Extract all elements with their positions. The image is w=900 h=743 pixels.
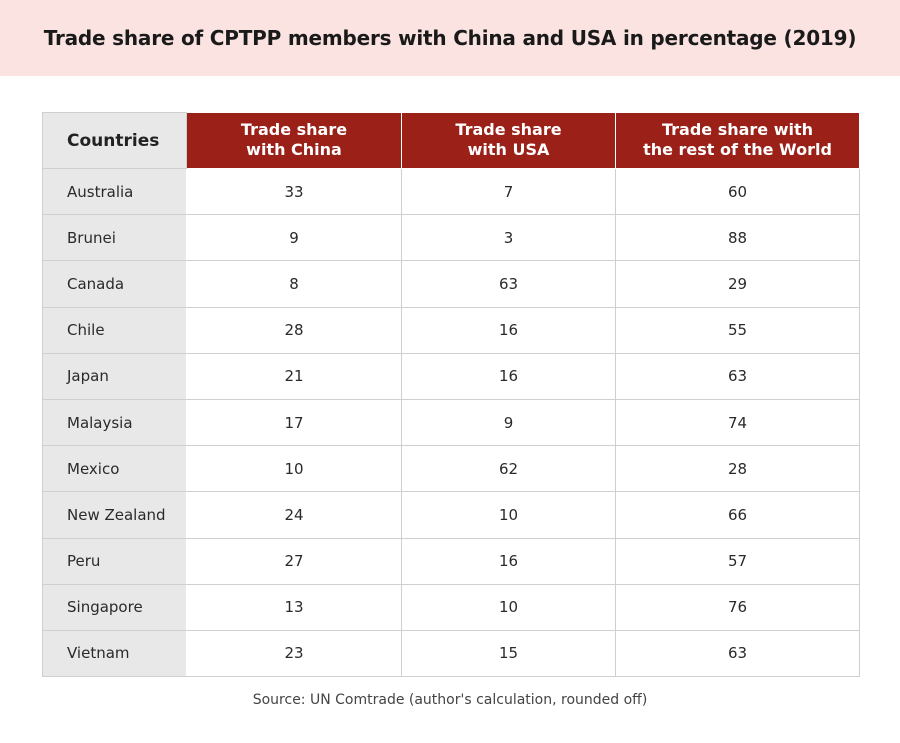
rest-share-cell: 76 [615, 583, 860, 631]
table-row: Canada 8 63 29 [42, 260, 860, 308]
header-usa-line-1: Trade share [455, 120, 562, 140]
country-cell: Malaysia [42, 398, 187, 447]
header-china-line-2: with China [246, 140, 342, 160]
rest-share-cell: 28 [615, 445, 860, 493]
rest-share-cell: 74 [615, 398, 860, 447]
source-note: Source: UN Comtrade (author's calculatio… [252, 692, 648, 708]
rest-share-cell: 63 [615, 629, 860, 678]
header-rest-line-1: Trade share with [661, 120, 814, 140]
header-china-line-1: Trade share [240, 120, 348, 140]
china-share-cell: 17 [186, 398, 402, 447]
header-rest-of-world: Trade share with the rest of the World [615, 112, 860, 169]
country-cell: Vietnam [42, 629, 187, 678]
table-row: New Zealand 24 10 66 [42, 491, 860, 539]
chart-title: Trade share of CPTPP members with China … [43, 26, 857, 50]
rest-share-cell: 66 [615, 491, 860, 539]
header-row: Countries Trade share with China Trade s… [42, 112, 860, 169]
china-share-cell: 33 [186, 167, 402, 216]
country-cell: Peru [42, 537, 187, 585]
table-row: Singapore 13 10 76 [42, 583, 860, 631]
usa-share-cell: 15 [401, 629, 616, 678]
table-row: Chile 28 16 55 [42, 306, 860, 354]
trade-share-table: Countries Trade share with China Trade s… [42, 112, 860, 678]
rest-share-cell: 55 [615, 306, 860, 354]
china-share-cell: 9 [186, 214, 402, 262]
china-share-cell: 28 [186, 306, 402, 354]
usa-share-cell: 10 [401, 583, 616, 631]
header-countries: Countries [42, 112, 187, 169]
china-share-cell: 24 [186, 491, 402, 539]
china-share-cell: 10 [186, 445, 402, 493]
country-cell: Japan [42, 352, 187, 400]
table-row: Japan 21 16 63 [42, 352, 860, 400]
usa-share-cell: 7 [401, 167, 616, 216]
usa-share-cell: 16 [401, 352, 616, 400]
header-usa: Trade share with USA [401, 112, 616, 169]
china-share-cell: 8 [186, 260, 402, 308]
trade-share-table-wrapper: Countries Trade share with China Trade s… [42, 112, 860, 678]
china-share-cell: 27 [186, 537, 402, 585]
table-header: Countries Trade share with China Trade s… [42, 112, 860, 169]
rest-share-cell: 60 [615, 167, 860, 216]
china-share-cell: 13 [186, 583, 402, 631]
country-cell: Mexico [42, 445, 187, 493]
rest-share-cell: 63 [615, 352, 860, 400]
header-china: Trade share with China [186, 112, 402, 169]
country-cell: Brunei [42, 214, 187, 262]
country-cell: Australia [42, 167, 187, 216]
rest-share-cell: 29 [615, 260, 860, 308]
usa-share-cell: 16 [401, 306, 616, 354]
table-body: Australia 33 7 60 Brunei 9 3 88 Canada 8 63 29 Chile… [42, 167, 860, 678]
table-row: Mexico 10 62 28 [42, 445, 860, 493]
country-cell: New Zealand [42, 491, 187, 539]
usa-share-cell: 63 [401, 260, 616, 308]
usa-share-cell: 10 [401, 491, 616, 539]
usa-share-cell: 3 [401, 214, 616, 262]
table-row: Australia 33 7 60 [42, 167, 860, 216]
rest-share-cell: 88 [615, 214, 860, 262]
usa-share-cell: 16 [401, 537, 616, 585]
country-cell: Singapore [42, 583, 187, 631]
table-row: Peru 27 16 57 [42, 537, 860, 585]
header-usa-line-2: with USA [467, 140, 550, 160]
table-row: Brunei 9 3 88 [42, 214, 860, 262]
country-cell: Chile [42, 306, 187, 354]
header-rest-line-2: the rest of the World [643, 140, 832, 160]
table-row: Vietnam 23 15 63 [42, 629, 860, 678]
usa-share-cell: 9 [401, 398, 616, 447]
country-cell: Canada [42, 260, 187, 308]
china-share-cell: 23 [186, 629, 402, 678]
header-countries-line-1: Countries [67, 130, 160, 151]
title-band: Trade share of CPTPP members with China … [0, 0, 900, 76]
usa-share-cell: 62 [401, 445, 616, 493]
table-row: Malaysia 17 9 74 [42, 398, 860, 447]
rest-share-cell: 57 [615, 537, 860, 585]
china-share-cell: 21 [186, 352, 402, 400]
